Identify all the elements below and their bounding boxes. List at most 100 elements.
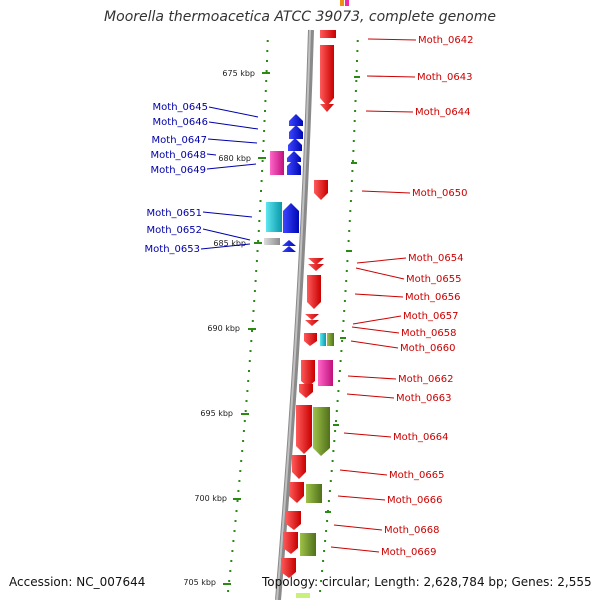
gene-label[interactable]: Moth_0663 — [396, 393, 451, 404]
scale-dot — [266, 50, 269, 52]
gene-moth-0651[interactable] — [266, 202, 282, 232]
scale-dot — [242, 430, 245, 432]
gene-moth-0652[interactable] — [264, 238, 280, 245]
gene-label[interactable]: Moth_0657 — [403, 311, 458, 322]
scale-dot — [324, 540, 327, 542]
gene-moth-0642[interactable] — [320, 30, 336, 38]
scale-dot — [351, 160, 354, 162]
gene-label[interactable]: Moth_0650 — [412, 188, 467, 199]
scale-dot — [262, 140, 265, 142]
scale-dot — [261, 170, 264, 172]
scale-dot — [255, 270, 258, 272]
scale-dot — [248, 370, 250, 372]
gene-moth-0643[interactable] — [320, 45, 334, 106]
scale-dot — [319, 590, 322, 592]
gene-label[interactable]: Moth_0647 — [152, 135, 207, 146]
scale-dot — [345, 280, 348, 282]
gene-moth-0654[interactable] — [308, 258, 324, 265]
gene-label[interactable]: Moth_0645 — [153, 102, 208, 113]
scale-dot — [348, 230, 351, 232]
gene-moth-0647[interactable] — [288, 138, 302, 151]
gene-moth-0660-b[interactable] — [327, 333, 334, 346]
gene-label[interactable]: Moth_0648 — [151, 150, 206, 161]
scale-dot — [247, 380, 250, 382]
right-gene-labels: Moth_0642 Moth_0643 Moth_0644 Moth_0650 … — [330, 35, 473, 558]
scale-dot — [338, 370, 341, 372]
gene-moth-0646[interactable] — [289, 125, 303, 139]
scale-dot — [234, 520, 237, 522]
forward-strand-genes — [281, 0, 349, 598]
scale-dot — [264, 110, 266, 112]
scale-dot — [239, 470, 242, 472]
scale-dot — [259, 200, 262, 202]
scale-ticks: 675 kbp 680 kbp 685 kbp 690 kbp 695 kbp … — [183, 69, 360, 587]
scale-dot — [236, 500, 239, 502]
scale-dot — [347, 240, 350, 242]
scale-dot — [248, 360, 251, 362]
gene-label[interactable]: Moth_0665 — [389, 470, 444, 481]
gene-label[interactable]: Moth_0662 — [398, 374, 453, 385]
gene-moth-0663[interactable] — [299, 384, 313, 398]
gene-moth-0662[interactable] — [301, 360, 315, 387]
scale-dot — [336, 400, 339, 402]
scale-dot — [260, 190, 262, 192]
gene-label[interactable]: Moth_0656 — [405, 292, 460, 303]
gene-label[interactable]: Moth_0649 — [151, 165, 206, 176]
scale-track-right — [319, 40, 359, 592]
scale-dot — [352, 150, 355, 152]
gene-moth-0658[interactable] — [304, 333, 317, 346]
gene-label[interactable]: Moth_0643 — [417, 72, 472, 83]
gene-moth-0653[interactable] — [282, 240, 296, 246]
tick-label: 680 kbp — [218, 154, 251, 163]
scale-dot — [337, 390, 340, 392]
gene-label[interactable]: Moth_0644 — [415, 107, 470, 118]
scale-dot — [237, 490, 240, 492]
left-gene-labels: Moth_0645 Moth_0646 Moth_0647 Moth_0648 … — [145, 102, 259, 255]
gene-label[interactable]: Moth_0664 — [393, 432, 448, 443]
gene-moth-0664[interactable] — [296, 405, 312, 454]
scale-dot — [251, 330, 253, 332]
gene-label[interactable]: Moth_0652 — [147, 225, 202, 236]
gene-label[interactable]: Moth_0654 — [408, 253, 463, 264]
gene-moth-0645[interactable] — [289, 114, 303, 126]
scale-dot — [343, 300, 346, 302]
scale-dot — [238, 480, 241, 482]
scale-dot — [263, 120, 266, 122]
gene-moth-0657[interactable] — [305, 314, 319, 320]
scale-dot — [356, 60, 358, 62]
scale-dot — [265, 80, 268, 82]
gene-moth-0650[interactable] — [314, 180, 328, 200]
scale-dot — [243, 420, 246, 422]
scale-dot — [334, 430, 337, 432]
gene-label[interactable]: Moth_0653 — [145, 244, 200, 255]
tick-mark — [248, 328, 256, 330]
gene-label[interactable]: Moth_0666 — [387, 495, 442, 506]
gene-moth-0668[interactable] — [286, 511, 301, 530]
gene-moth-0666[interactable] — [289, 482, 304, 503]
scale-dot — [255, 260, 258, 262]
gene-label[interactable]: Moth_0658 — [401, 328, 456, 339]
gene-label[interactable]: Moth_0642 — [418, 35, 473, 46]
scale-dot — [264, 90, 267, 92]
gene-moth-0660-a[interactable] — [320, 333, 326, 346]
gene-moth-0649[interactable] — [287, 159, 301, 175]
tick-mark — [262, 72, 270, 74]
tick-mark — [241, 413, 249, 415]
scale-dot — [356, 50, 359, 52]
scale-dot — [341, 330, 344, 332]
gene-label[interactable]: Moth_0668 — [384, 525, 439, 536]
scale-dot — [325, 530, 328, 532]
gene-moth-0669[interactable] — [283, 532, 298, 554]
gene-moth-0648[interactable] — [270, 151, 284, 175]
gene-label[interactable]: Moth_0669 — [381, 547, 436, 558]
scale-dot — [229, 570, 232, 572]
scale-dot — [230, 560, 233, 562]
gene-label[interactable]: Moth_0660 — [400, 343, 455, 354]
scale-dot — [333, 440, 336, 442]
gene-label[interactable]: Moth_0655 — [406, 274, 461, 285]
gene-moth-0665[interactable] — [292, 455, 306, 479]
gene-label[interactable]: Moth_0651 — [147, 208, 202, 219]
scale-dot — [335, 410, 338, 412]
gene-moth-0656[interactable] — [307, 275, 321, 309]
gene-label[interactable]: Moth_0646 — [153, 117, 208, 128]
